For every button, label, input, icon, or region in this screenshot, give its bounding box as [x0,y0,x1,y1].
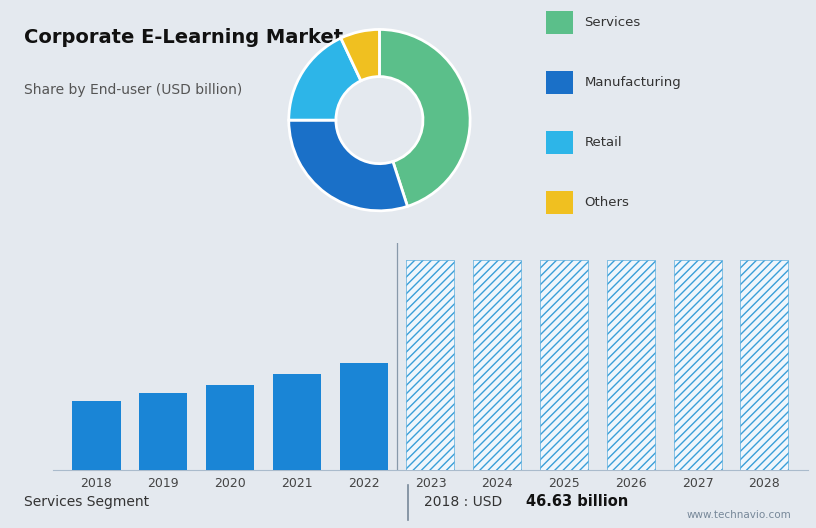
FancyBboxPatch shape [546,191,574,214]
FancyBboxPatch shape [546,71,574,94]
Wedge shape [289,120,407,211]
Bar [73,401,121,470]
Text: www.technavio.com: www.technavio.com [687,511,792,521]
Bar [673,260,721,470]
Text: Corporate E-Learning Market: Corporate E-Learning Market [24,27,344,46]
Bar [273,374,321,470]
Bar [140,393,188,470]
Text: Retail: Retail [584,136,622,149]
Bar [607,260,655,470]
Wedge shape [289,38,361,120]
Bar [206,385,254,470]
Text: Share by End-user (USD billion): Share by End-user (USD billion) [24,83,242,97]
Bar [740,260,788,470]
Text: 2018 : USD: 2018 : USD [424,495,507,509]
Text: Services Segment: Services Segment [24,495,149,509]
Wedge shape [341,30,379,81]
Bar [406,260,455,470]
Bar [540,260,588,470]
FancyBboxPatch shape [546,12,574,34]
Text: Manufacturing: Manufacturing [584,76,681,89]
FancyBboxPatch shape [546,131,574,154]
Bar [473,260,521,470]
Text: Others: Others [584,195,629,209]
Text: Services: Services [584,16,641,30]
Bar [339,363,388,470]
Wedge shape [379,30,470,206]
Text: 46.63 billion: 46.63 billion [526,494,628,510]
